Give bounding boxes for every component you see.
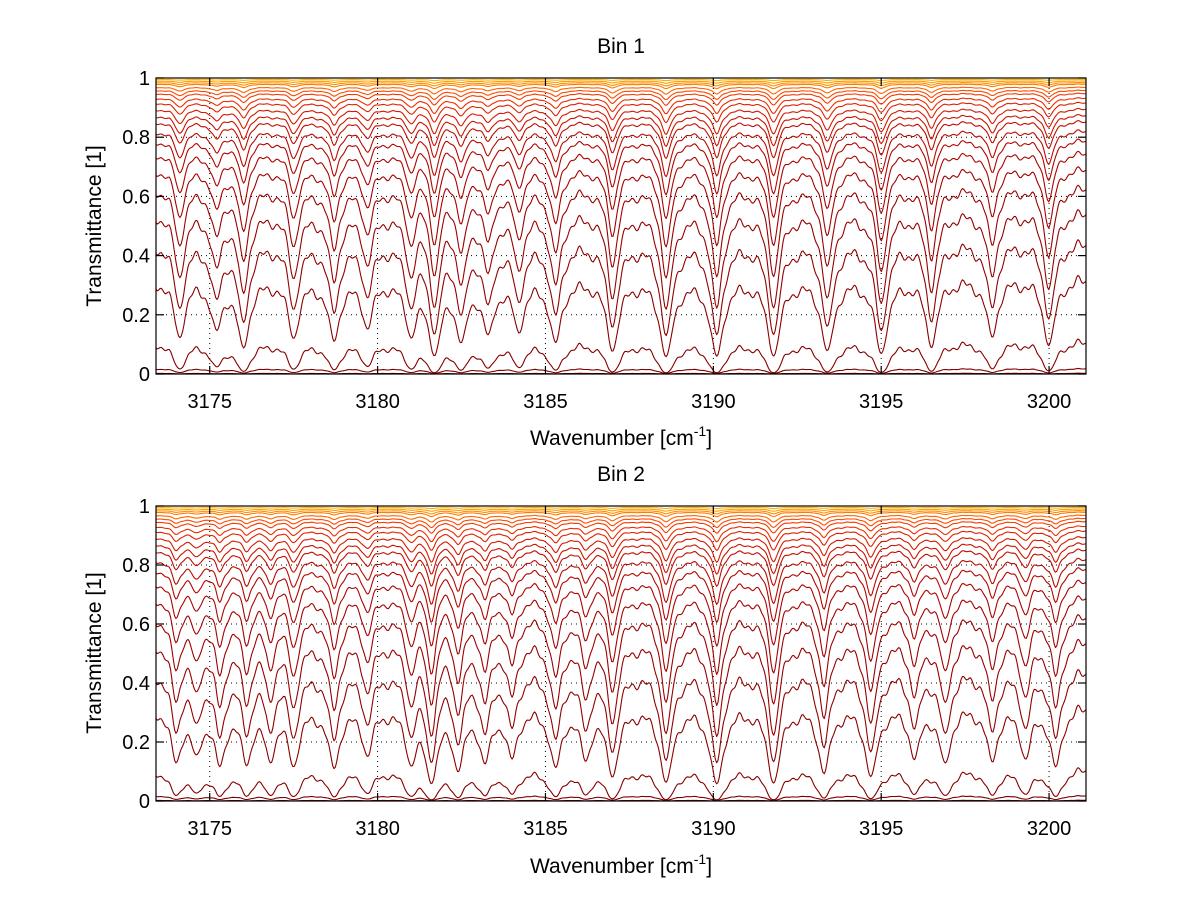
x-tick-label: 3175 [187, 818, 232, 840]
series-line [155, 113, 1087, 147]
y-tick-label: 0.8 [122, 127, 150, 149]
series-line [155, 101, 1087, 124]
series-line [155, 89, 1086, 101]
y-tick-label: 0.2 [122, 305, 150, 327]
series-line [155, 86, 1087, 95]
y-axis-label: Transmittance [1] [83, 572, 106, 733]
x-axis-label: Wavenumber [cm-1] [530, 851, 712, 878]
x-axis-label-suffix: ] [706, 427, 712, 450]
axis-ticks: 3175 3180 3185 3190 3195 3200 0 0.2 0.4 0.6 0.8 1 [122, 496, 1086, 840]
y-tick-label: 1 [139, 496, 150, 518]
grid-lines [156, 506, 1086, 801]
y-tick-label: 0.4 [122, 246, 150, 268]
chart-panel-bin-1: Bin 1 3175 3180 3185 3190 3195 3200 0 0.2 0.4 0.6… [83, 35, 1087, 450]
y-tick-label: 0.2 [122, 732, 150, 754]
series-line [155, 529, 1087, 552]
series-line [155, 795, 1087, 801]
series-line [155, 129, 1087, 178]
series-line [155, 638, 1087, 738]
y-tick-label: 0.8 [122, 555, 150, 577]
y-tick-label: 0 [139, 364, 150, 386]
series-line [155, 579, 1087, 647]
series-line [155, 595, 1087, 676]
y-tick-label: 0.6 [122, 186, 150, 208]
y-tick-label: 0.6 [122, 614, 150, 636]
series-line [155, 81, 1086, 87]
series-line [155, 567, 1087, 624]
series-line [155, 107, 1087, 135]
series-line [155, 97, 1087, 115]
series-line [156, 83, 1086, 90]
x-tick-label: 3180 [355, 818, 400, 840]
series-line [155, 557, 1087, 605]
series-line [155, 614, 1087, 707]
x-axis-label-suffix: ] [706, 855, 712, 878]
x-tick-label: 3195 [859, 391, 904, 413]
plot-area-frame [155, 505, 1087, 802]
y-tick-label: 0.4 [122, 673, 150, 695]
series-line [155, 542, 1087, 575]
series-line [155, 92, 1087, 106]
chart-title: Bin 2 [597, 463, 645, 486]
series-line [156, 510, 1086, 515]
y-tick-label: 0 [139, 791, 150, 813]
y-axis-label: Transmittance [1] [83, 145, 106, 306]
series-line [156, 78, 1086, 82]
series-line [155, 166, 1087, 248]
x-tick-label: 3175 [187, 391, 232, 413]
series-line [155, 150, 1087, 220]
chart-title: Bin 1 [597, 35, 645, 58]
x-tick-label: 3190 [691, 818, 736, 840]
series-line [155, 138, 1087, 196]
series-line [155, 525, 1087, 543]
x-axis-label-superscript: -1 [694, 423, 707, 439]
x-tick-label: 3190 [691, 391, 736, 413]
x-axis-label: Wavenumber [cm-1] [530, 423, 712, 450]
series-line [155, 767, 1087, 801]
axis-ticks: 3175 3180 3185 3190 3195 3200 0 0.2 0.4 0.6 0.8 1 [122, 68, 1086, 413]
series-line [156, 506, 1086, 510]
x-axis-label-main: Wavenumber [cm [530, 855, 694, 878]
x-tick-label: 3185 [523, 391, 568, 413]
series-line [155, 548, 1087, 587]
series-line [155, 184, 1087, 279]
series-lines [155, 78, 1087, 375]
series-line [155, 508, 1086, 512]
series-line [155, 239, 1087, 337]
x-axis-label-main: Wavenumber [cm [530, 427, 694, 450]
chart-panel-bin-2: Bin 2 3175 3180 3185 3190 3195 3200 0 0.2 0.4 0.6… [83, 463, 1087, 878]
series-line [155, 367, 1086, 374]
series-line [155, 338, 1087, 374]
y-tick-label: 1 [139, 68, 150, 90]
series-line [156, 80, 1086, 84]
series-line [155, 120, 1087, 159]
series-line [156, 511, 1087, 518]
series-line [155, 704, 1087, 785]
plot-area-frame [155, 77, 1087, 375]
series-line [155, 536, 1087, 563]
x-tick-label: 3185 [523, 818, 568, 840]
x-axis-label-superscript: -1 [694, 851, 707, 867]
series-line [155, 520, 1087, 534]
series-line [156, 514, 1086, 523]
x-tick-label: 3195 [859, 818, 904, 840]
series-line [155, 517, 1086, 529]
x-tick-label: 3180 [355, 391, 400, 413]
x-tick-label: 3200 [1027, 391, 1072, 413]
series-line [155, 668, 1087, 764]
x-tick-label: 3200 [1027, 818, 1072, 840]
series-line [155, 274, 1087, 358]
series-line [155, 209, 1087, 310]
